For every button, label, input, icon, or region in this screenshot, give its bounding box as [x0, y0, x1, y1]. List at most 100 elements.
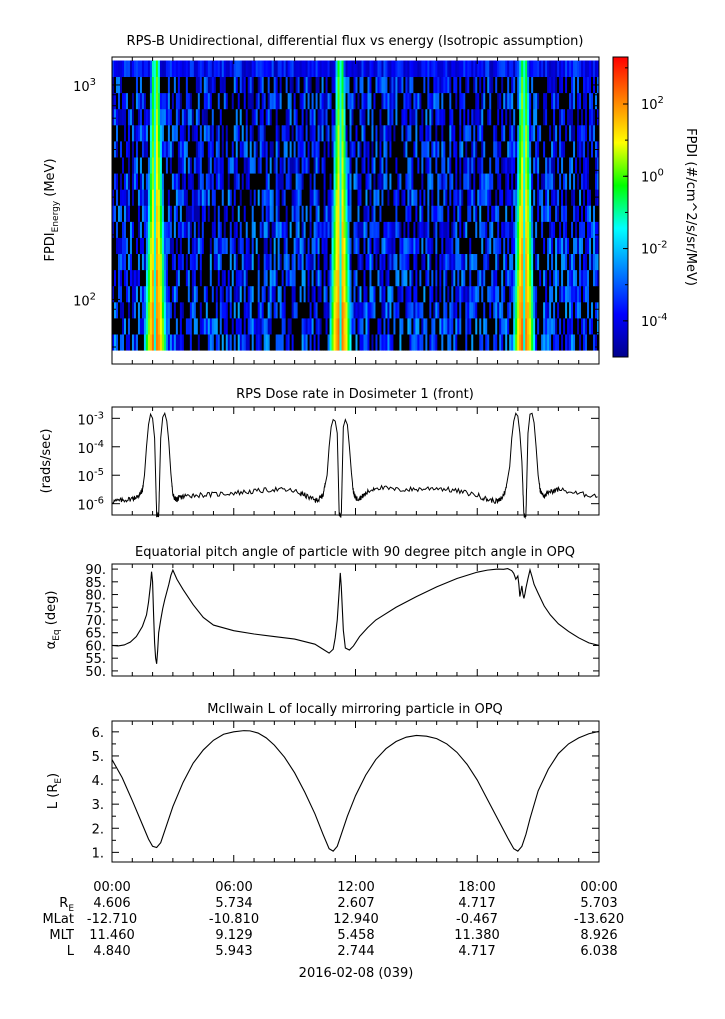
spectrogram-cell [223, 189, 227, 206]
spectrogram-cell [457, 237, 460, 255]
spectrogram-cell [457, 334, 460, 351]
spectrogram-cell [203, 334, 207, 351]
spectrogram-cell [387, 205, 390, 222]
spectrogram-cell [313, 108, 316, 126]
spectrogram-cell [241, 76, 245, 94]
spectrogram-cell [529, 60, 532, 78]
spectrogram-cell [357, 124, 360, 142]
spectrogram-cell [139, 317, 143, 335]
spectrogram-cell [135, 92, 139, 110]
spectrogram-cell [137, 140, 141, 158]
spectrogram-cell [587, 60, 590, 78]
spectrogram-cell [299, 140, 303, 158]
spectrogram-cell [493, 140, 496, 158]
spectrogram-cell [449, 237, 452, 255]
spectrogram-cell [455, 205, 458, 222]
spectrogram-cell [465, 173, 468, 190]
spectrogram-cell [399, 237, 402, 255]
spectrogram-cell [521, 221, 524, 238]
spectrogram-cell [455, 301, 458, 319]
spectrogram-cell [277, 60, 281, 78]
spectrogram-cell [131, 205, 135, 222]
spectrogram-cell [231, 60, 235, 78]
ephemeris-row-label: MLat [42, 912, 74, 927]
spectrogram-cell [345, 205, 348, 222]
spectrogram-cell [517, 92, 520, 110]
spectrogram-cell [173, 317, 177, 335]
panel2-y-ticks: 10-310-410-510-6 [77, 410, 599, 514]
spectrogram-cell [331, 108, 334, 126]
spectrogram-cell [127, 108, 131, 126]
spectrogram-cell [597, 237, 600, 255]
spectrogram-cell [489, 253, 492, 271]
spectrogram-cell [169, 108, 173, 126]
spectrogram-cell [519, 253, 522, 271]
spectrogram-cell [451, 317, 454, 335]
spectrogram-cell [573, 173, 576, 190]
spectrogram-cell [581, 108, 584, 126]
spectrogram-cell [189, 301, 193, 319]
spectrogram-cell [209, 269, 213, 287]
spectrogram-cell [573, 269, 576, 287]
spectrogram-cell [421, 60, 424, 78]
spectrogram-cell [393, 140, 396, 158]
spectrogram-cell [237, 140, 241, 158]
spectrogram-cell [557, 76, 560, 94]
spectrogram-cell [133, 205, 137, 222]
spectrogram-cell [369, 285, 372, 303]
spectrogram-cell [195, 124, 199, 142]
spectrogram-cell [477, 237, 480, 255]
spectrogram-cell [545, 189, 548, 206]
spectrogram-cell [501, 221, 504, 238]
spectrogram-cell [137, 205, 141, 222]
spectrogram-cell [175, 237, 179, 255]
spectrogram-cell [595, 92, 598, 110]
spectrogram-cell [219, 253, 223, 271]
spectrogram-cell [227, 173, 231, 190]
spectrogram-cell [437, 221, 440, 238]
spectrogram-cell [475, 221, 478, 238]
spectrogram-cell [353, 92, 356, 110]
spectrogram-cell [117, 301, 121, 319]
spectrogram-cell [211, 76, 215, 94]
spectrogram-cell [517, 253, 520, 271]
spectrogram-cell [521, 334, 524, 351]
spectrogram-cell [277, 301, 281, 319]
spectrogram-cell [195, 301, 199, 319]
spectrogram-cell [171, 285, 175, 303]
spectrogram-cell [115, 124, 119, 142]
spectrogram-cell [303, 92, 307, 110]
spectrogram-cell [123, 157, 127, 174]
spectrogram-cell [173, 221, 177, 238]
spectrogram-cell [391, 60, 394, 78]
spectrogram-cell [195, 157, 199, 174]
spectrogram-cell [114, 108, 117, 126]
spectrogram-cell [243, 173, 247, 190]
spectrogram-cell [289, 140, 293, 158]
spectrogram-cell [345, 285, 348, 303]
spectrogram-cell [119, 189, 123, 206]
spectrogram-cell [123, 221, 127, 238]
spectrogram-cell [207, 205, 211, 222]
spectrogram-cell [425, 334, 428, 351]
spectrogram-cell [425, 60, 428, 78]
spectrogram-cell [527, 301, 530, 319]
spectrogram-cell [487, 92, 490, 110]
spectrogram-cell [427, 285, 430, 303]
spectrogram-cell [241, 253, 245, 271]
spectrogram-cell [279, 173, 283, 190]
spectrogram-cell [407, 237, 410, 255]
spectrogram-cell [577, 173, 580, 190]
spectrogram-cell [275, 285, 279, 303]
spectrogram-cell [545, 157, 548, 174]
spectrogram-cell [543, 124, 546, 142]
spectrogram-cell [173, 157, 177, 174]
panel1-x-ticks [111, 57, 600, 364]
spectrogram-cell [247, 60, 251, 78]
spectrogram-cell [557, 140, 560, 158]
spectrogram-cell [559, 173, 562, 190]
spectrogram-cell [185, 60, 189, 78]
spectrogram-cell [453, 301, 456, 319]
spectrogram-cell [393, 157, 396, 174]
spectrogram-cell [369, 221, 372, 238]
